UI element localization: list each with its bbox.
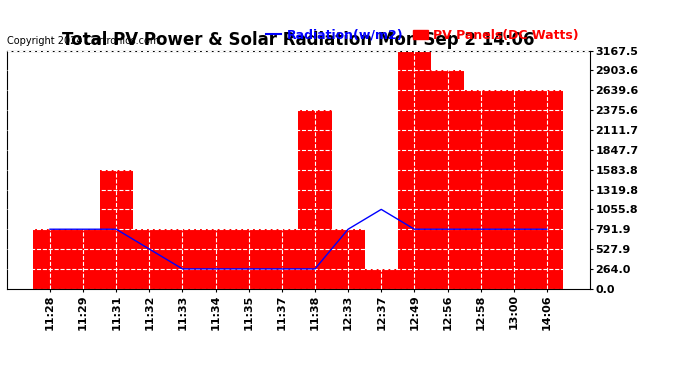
- Bar: [298, 110, 332, 289]
- Bar: [365, 269, 398, 289]
- Bar: [431, 70, 464, 289]
- Bar: [531, 90, 564, 289]
- Bar: [199, 229, 232, 289]
- Bar: [398, 51, 431, 289]
- Bar: [464, 90, 497, 289]
- Bar: [265, 229, 298, 289]
- Bar: [232, 229, 265, 289]
- Legend: Radiation(w/m2), PV Panels(DC Watts): Radiation(w/m2), PV Panels(DC Watts): [262, 24, 584, 46]
- Bar: [33, 229, 66, 289]
- Bar: [166, 229, 199, 289]
- Bar: [332, 229, 365, 289]
- Title: Total PV Power & Solar Radiation Mon Sep 2 14:06: Total PV Power & Solar Radiation Mon Sep…: [62, 31, 535, 49]
- Bar: [132, 229, 166, 289]
- Bar: [497, 90, 531, 289]
- Bar: [99, 170, 132, 289]
- Text: Copyright 2024 Curtronics.com: Copyright 2024 Curtronics.com: [7, 36, 159, 46]
- Bar: [66, 229, 99, 289]
